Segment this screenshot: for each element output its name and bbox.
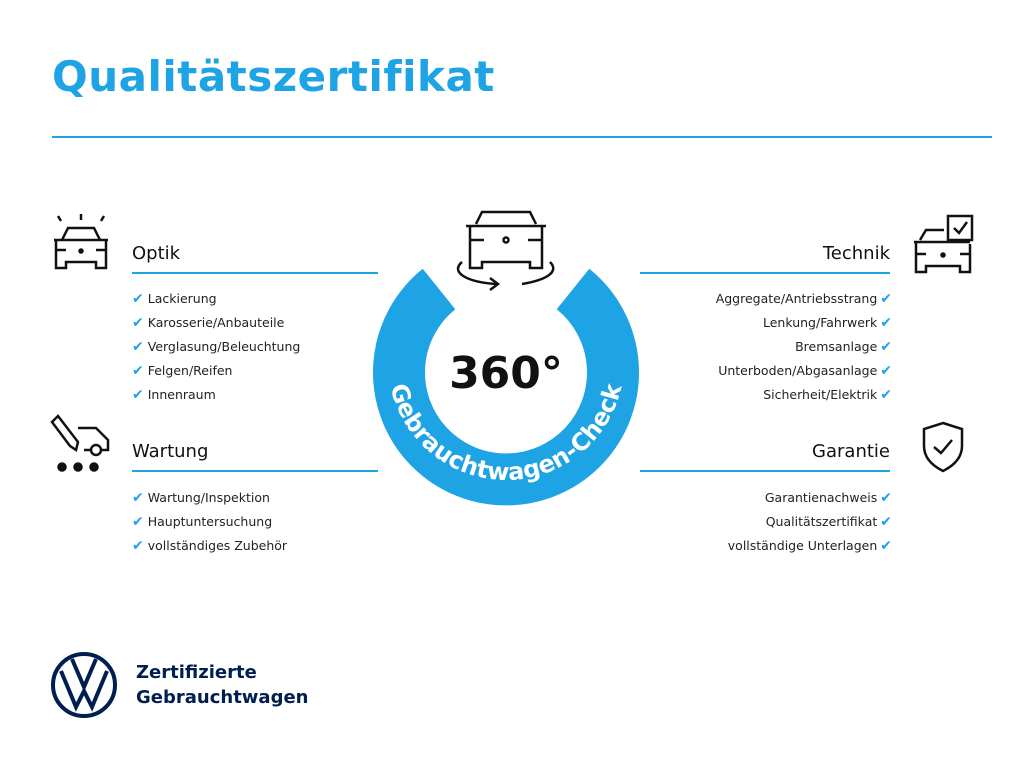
list-item: Lenkung/Fahrwerk ✔ xyxy=(716,311,892,335)
degrees-label: 360° xyxy=(449,348,563,399)
list-item: Sicherheit/Elektrik ✔ xyxy=(716,383,892,407)
check-icon: ✔ xyxy=(880,339,892,355)
list-item: Aggregate/Antriebsstrang ✔ xyxy=(716,287,892,311)
section-heading-wartung: Wartung xyxy=(132,441,209,462)
item-label: Sicherheit/Elektrik xyxy=(763,387,878,402)
check-icon: ✔ xyxy=(132,363,144,379)
check-icon: ✔ xyxy=(132,291,144,307)
360-check-badge: Gebrauchtwagen-Check 360° xyxy=(373,210,639,506)
check-icon: ✔ xyxy=(132,387,144,403)
car-service-icon xyxy=(50,414,110,472)
list-item: vollständige Unterlagen ✔ xyxy=(728,534,892,558)
technik-list: Aggregate/Antriebsstrang ✔ Lenkung/Fahrwe… xyxy=(716,287,892,407)
item-label: Bremsanlage xyxy=(795,339,878,354)
brand-line2: Gebrauchtwagen xyxy=(136,687,309,708)
check-icon: ✔ xyxy=(880,363,892,379)
section-heading-optik: Optik xyxy=(132,243,181,264)
list-item: ✔ Hauptuntersuchung xyxy=(132,510,287,534)
item-label: Felgen/Reifen xyxy=(147,363,233,378)
check-icon: ✔ xyxy=(880,514,892,530)
check-icon: ✔ xyxy=(880,490,892,506)
list-item: ✔ Verglasung/Beleuchtung xyxy=(132,335,300,359)
ring-arc xyxy=(373,268,639,506)
item-label: Garantienachweis xyxy=(764,490,878,505)
list-item: ✔ Lackierung xyxy=(132,287,300,311)
brand-line1: Zertifizierte xyxy=(136,662,257,683)
item-label: Karosserie/Anbauteile xyxy=(147,315,285,330)
brand-text: Zertifizierte Gebrauchtwagen xyxy=(136,660,308,710)
check-icon: ✔ xyxy=(132,538,144,554)
list-item: Unterboden/Abgasanlage ✔ xyxy=(716,359,892,383)
check-icon: ✔ xyxy=(880,291,892,307)
wartung-divider xyxy=(132,470,378,472)
car-shine-icon xyxy=(54,214,108,270)
check-icon: ✔ xyxy=(132,339,144,355)
list-item: ✔ Innenraum xyxy=(132,383,300,407)
item-label: Lenkung/Fahrwerk xyxy=(763,315,878,330)
list-item: ✔ Felgen/Reifen xyxy=(132,359,300,383)
list-item: Qualitätszertifikat ✔ xyxy=(728,510,892,534)
shield-check-icon xyxy=(922,421,964,473)
check-icon: ✔ xyxy=(880,538,892,554)
optik-divider xyxy=(132,272,378,274)
check-icon: ✔ xyxy=(880,387,892,403)
section-heading-technik: Technik xyxy=(822,243,890,264)
garantie-list: Garantienachweis ✔ Qualitätszertifikat ✔ v… xyxy=(728,486,892,558)
garantie-divider xyxy=(640,470,890,472)
list-item: ✔ Karosserie/Anbauteile xyxy=(132,311,300,335)
item-label: Hauptuntersuchung xyxy=(147,514,273,529)
list-item: Bremsanlage ✔ xyxy=(716,335,892,359)
optik-list: ✔ Lackierung ✔ Karosserie/Anbauteile ✔ Verg… xyxy=(132,287,300,407)
page-title: Qualitätszertifikat xyxy=(52,52,495,101)
list-item: ✔ Wartung/Inspektion xyxy=(132,486,287,510)
check-icon: ✔ xyxy=(132,315,144,331)
check-icon: ✔ xyxy=(132,514,144,530)
section-heading-garantie: Garantie xyxy=(812,441,890,462)
wartung-list: ✔ Wartung/Inspektion ✔ Hauptuntersuchung ✔… xyxy=(132,486,287,558)
list-item: Garantienachweis ✔ xyxy=(728,486,892,510)
item-label: Lackierung xyxy=(147,291,217,306)
item-label: Verglasung/Beleuchtung xyxy=(147,339,301,354)
item-label: Aggregate/Antriebsstrang xyxy=(715,291,878,306)
item-label: Unterboden/Abgasanlage xyxy=(718,363,878,378)
item-label: Innenraum xyxy=(147,387,216,402)
item-label: Wartung/Inspektion xyxy=(147,490,270,505)
check-icon: ✔ xyxy=(880,315,892,331)
car-checklist-icon xyxy=(914,214,974,274)
item-label: Qualitätszertifikat xyxy=(765,514,878,529)
technik-divider xyxy=(640,272,890,274)
vw-logo xyxy=(51,652,117,718)
car-rotate-icon xyxy=(456,210,555,291)
item-label: vollständige Unterlagen xyxy=(727,538,878,553)
item-label: vollständiges Zubehör xyxy=(147,538,288,553)
title-divider xyxy=(52,136,992,138)
list-item: ✔ vollständiges Zubehör xyxy=(132,534,287,558)
check-icon: ✔ xyxy=(132,490,144,506)
